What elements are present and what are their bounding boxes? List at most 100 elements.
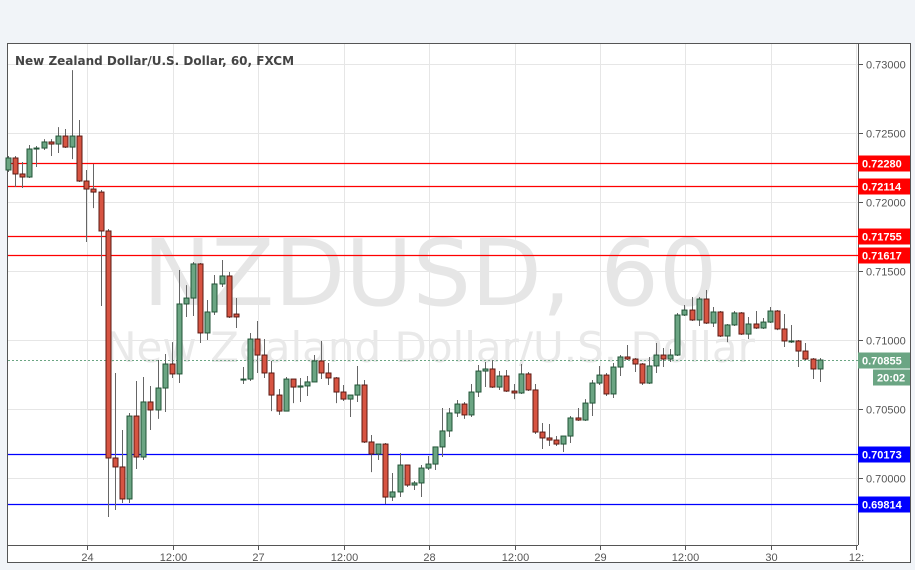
- candle-body: [532, 389, 539, 433]
- candle-body: [439, 430, 446, 448]
- candle-body: [802, 350, 809, 360]
- candle-body: [233, 313, 240, 318]
- candle-body: [503, 375, 510, 392]
- candle-body: [639, 363, 646, 384]
- candle-body: [575, 417, 582, 421]
- candle-body: [518, 373, 525, 394]
- candle-body: [290, 378, 297, 388]
- y-tick-label: 0.71500: [866, 267, 906, 279]
- resistance-label: 0.72280: [862, 159, 902, 171]
- candle-body: [211, 283, 218, 313]
- candle-body: [112, 457, 119, 468]
- candle-body: [183, 297, 190, 305]
- candle-body: [681, 309, 688, 316]
- candle-body: [69, 135, 76, 148]
- price-levels: [8, 162, 858, 506]
- x-tick-label: 12:00: [672, 552, 700, 564]
- candle-body: [525, 373, 532, 391]
- resistance-label-bg: [858, 228, 910, 245]
- x-tick-label: 27: [252, 552, 264, 564]
- candle-body: [254, 338, 261, 356]
- candle-body: [667, 354, 674, 360]
- candle-body: [297, 385, 304, 388]
- candle-body: [90, 188, 97, 193]
- y-tick-label: 0.71000: [866, 336, 906, 348]
- candle-body: [660, 354, 667, 360]
- last-price-label-bg: [858, 352, 910, 369]
- candle-body: [731, 312, 738, 326]
- candle-body: [717, 311, 724, 337]
- candle-body: [283, 378, 290, 412]
- x-tick-label: 29: [594, 552, 606, 564]
- candle-body: [810, 358, 817, 370]
- chart-title: New Zealand Dollar/U.S. Dollar, 60, FXCM: [15, 54, 294, 68]
- support-label: 0.70173: [862, 450, 902, 462]
- candle-body: [617, 356, 624, 368]
- countdown-label-bg: [873, 369, 910, 386]
- candle-body: [354, 384, 361, 396]
- candle-body: [482, 368, 489, 372]
- level-labels: 0.72280 0.72114 0.71755 0.71617 0.70173 0.698…: [858, 155, 910, 513]
- candle-body: [489, 368, 496, 388]
- candle-body: [98, 191, 105, 232]
- candle-body: [169, 363, 176, 375]
- candle-body: [603, 374, 610, 395]
- candle-body: [425, 463, 432, 469]
- candle-body: [226, 275, 233, 318]
- candle-body: [632, 358, 639, 365]
- candle-body: [76, 135, 83, 182]
- candle-body: [468, 391, 475, 416]
- support-label: 0.69814: [862, 500, 903, 512]
- candle-body: [318, 360, 325, 374]
- candle-body: [817, 359, 824, 370]
- x-tick-label: 12:00: [502, 552, 530, 564]
- candle-body: [333, 377, 340, 393]
- grid: [8, 44, 858, 545]
- candle-body: [546, 437, 553, 441]
- x-tick-label: 28: [423, 552, 435, 564]
- candle-body: [674, 314, 681, 356]
- candle-body: [340, 391, 347, 400]
- candle-body: [446, 412, 453, 432]
- candle-body: [33, 147, 40, 150]
- candle-body: [795, 340, 802, 352]
- candle-body: [781, 328, 788, 342]
- candle-body: [261, 354, 268, 374]
- resistance-label-bg: [858, 247, 910, 264]
- candle-body: [197, 263, 204, 334]
- resistance-label: 0.72114: [862, 182, 902, 194]
- candle-body: [788, 340, 795, 343]
- price-axis[interactable]: 0.73000 0.72500 0.72000 0.71500 0.71000 0.705…: [858, 60, 906, 486]
- last-price-label: 0.70855: [862, 356, 902, 368]
- candle-body: [696, 298, 703, 321]
- candle-body: [724, 324, 731, 337]
- bar-countdown-label: 20:02: [877, 373, 905, 385]
- support-label-bg: [858, 446, 910, 463]
- candle-body: [304, 381, 311, 387]
- candle-body: [745, 323, 752, 335]
- candle-body: [738, 312, 745, 335]
- candle-body: [105, 230, 112, 459]
- candle-body: [703, 298, 710, 324]
- candle-body: [190, 263, 197, 299]
- candle-body: [276, 394, 283, 412]
- candle-body: [589, 382, 596, 404]
- y-tick-label: 0.70000: [866, 474, 906, 486]
- candle-body: [5, 157, 12, 171]
- candle-body: [610, 366, 617, 395]
- candle-body: [204, 311, 211, 334]
- candle-body: [382, 443, 389, 498]
- candle-body: [268, 372, 275, 396]
- x-tick-label: 12:: [849, 552, 864, 564]
- time-axis[interactable]: 24 12:00 27 12:00 28 12:00 29 12:00 30 12:: [81, 545, 864, 564]
- candle-body: [311, 360, 318, 383]
- candle-body: [140, 401, 147, 458]
- candle-body: [653, 354, 660, 367]
- candle-body: [247, 338, 254, 380]
- support-label-bg: [858, 496, 910, 513]
- resistance-label-bg: [858, 178, 910, 195]
- candles: [5, 70, 824, 518]
- resistance-label-bg: [858, 155, 910, 172]
- candle-body: [710, 311, 717, 324]
